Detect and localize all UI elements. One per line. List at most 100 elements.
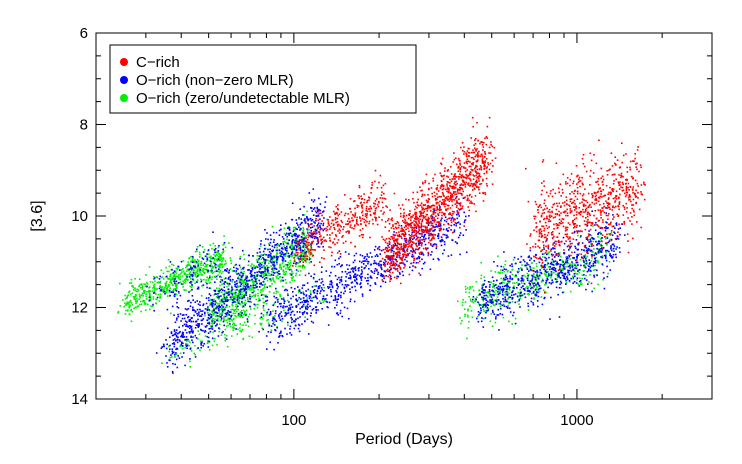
data-point [233, 327, 236, 329]
data-point [574, 275, 576, 277]
data-point [295, 237, 297, 240]
data-point [292, 276, 294, 278]
data-point [407, 243, 409, 245]
data-point [179, 340, 181, 342]
data-point [169, 336, 171, 338]
data-point [335, 304, 338, 306]
data-point [149, 281, 152, 283]
data-point [496, 296, 499, 298]
data-point [483, 279, 486, 282]
data-point [303, 214, 306, 216]
data-point [143, 301, 146, 304]
data-point [218, 315, 220, 318]
data-point [471, 316, 474, 319]
data-point [614, 253, 617, 256]
data-point [186, 274, 189, 276]
data-point [597, 261, 599, 263]
data-point [130, 320, 133, 323]
data-point [164, 284, 167, 286]
data-point [244, 311, 246, 313]
data-point [580, 256, 583, 258]
data-point [233, 270, 235, 272]
data-point [117, 310, 120, 313]
data-point [229, 257, 232, 259]
data-point [361, 255, 364, 257]
data-point [189, 325, 191, 327]
data-point [192, 341, 194, 344]
data-point [200, 262, 203, 265]
data-point [175, 334, 178, 337]
data-point [374, 216, 376, 219]
data-point [497, 299, 500, 301]
data-point [347, 268, 349, 270]
data-point [308, 295, 311, 297]
data-point [482, 284, 485, 286]
data-point [219, 313, 221, 315]
data-point [295, 233, 297, 235]
data-point [306, 249, 309, 251]
data-point [547, 265, 550, 268]
data-point [360, 266, 363, 268]
data-point [247, 264, 250, 266]
data-point [543, 273, 546, 275]
data-point [330, 271, 332, 274]
data-point [570, 265, 572, 267]
data-point [245, 302, 247, 305]
data-point [225, 338, 228, 340]
data-point [519, 297, 522, 300]
data-point [271, 245, 274, 248]
data-point [290, 244, 292, 247]
data-point [242, 305, 245, 307]
data-point [339, 279, 341, 281]
data-point [309, 250, 311, 253]
data-point [205, 279, 207, 281]
data-point [524, 264, 526, 267]
data-point [291, 240, 293, 243]
data-point [285, 267, 287, 270]
data-point [271, 255, 274, 258]
data-point [361, 204, 364, 206]
data-point [215, 270, 218, 273]
data-point [285, 232, 288, 235]
data-point [240, 331, 243, 333]
data-point [467, 316, 469, 318]
data-point [240, 295, 242, 297]
data-point [355, 219, 358, 221]
data-point [593, 276, 596, 278]
data-point [257, 259, 259, 261]
data-point [527, 273, 530, 276]
data-point [450, 254, 453, 256]
data-point [290, 268, 293, 271]
data-point [291, 244, 294, 246]
data-point [301, 311, 304, 314]
data-point [368, 256, 370, 258]
data-point [565, 266, 567, 268]
data-point [234, 293, 236, 295]
data-point [421, 252, 424, 255]
data-point [301, 233, 304, 236]
data-point [301, 323, 303, 325]
data-point [517, 284, 520, 286]
data-point [497, 314, 500, 316]
data-point [220, 316, 223, 318]
data-point [229, 291, 231, 294]
data-point [498, 329, 500, 331]
data-point [285, 282, 287, 284]
data-point [169, 356, 171, 359]
data-point [164, 286, 166, 289]
data-point [304, 305, 306, 308]
data-point [520, 255, 523, 258]
data-point [238, 264, 241, 267]
data-point [295, 254, 297, 257]
data-point [506, 300, 508, 303]
data-point [411, 255, 413, 258]
data-point [499, 305, 502, 308]
data-point [418, 257, 420, 260]
data-point [361, 275, 363, 278]
data-point [608, 240, 611, 242]
data-point [329, 283, 331, 286]
data-point [182, 268, 184, 270]
data-point [273, 295, 275, 298]
data-point [188, 275, 191, 278]
data-point [562, 269, 564, 272]
